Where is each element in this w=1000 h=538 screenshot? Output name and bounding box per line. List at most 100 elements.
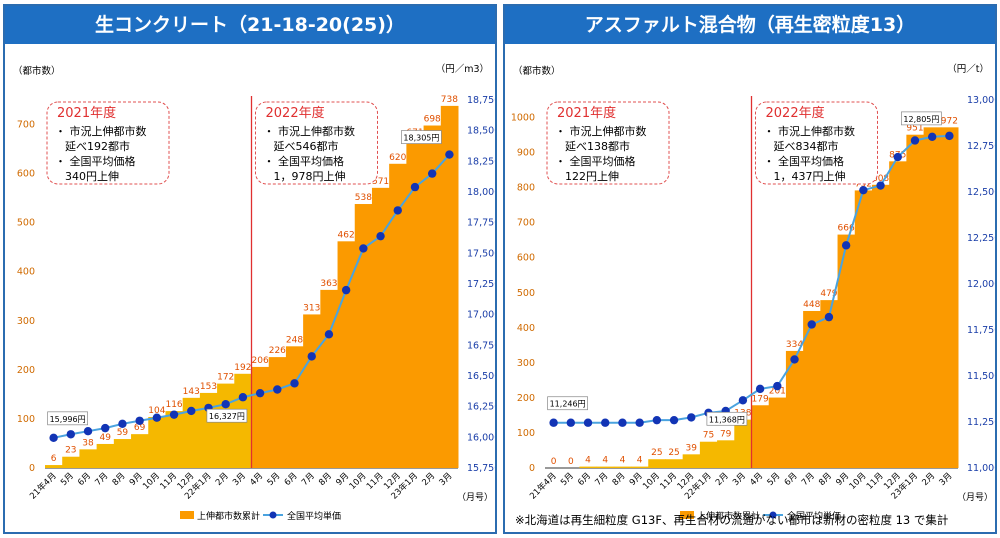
x-tick-label: 3月 (231, 471, 248, 488)
x-tick-label: 6月 (576, 471, 593, 488)
annotation-year: 2022年度 (766, 105, 825, 121)
bar-value-label: 143 (183, 387, 200, 397)
bar-value-label: 666 (838, 224, 855, 234)
price-marker (101, 423, 110, 433)
price-marker (341, 285, 351, 295)
x-tick-label: 8月 (817, 471, 834, 488)
x-tick-label: 4月 (748, 471, 765, 488)
bar-value-label: 738 (441, 95, 458, 105)
price-marker (83, 427, 93, 436)
price-callout-box (206, 408, 248, 423)
x-tick-label: 21年4月 (527, 470, 558, 501)
x-tick-label: 2月 (214, 471, 231, 488)
price-marker (427, 169, 437, 178)
bar-value-label: 334 (786, 340, 803, 350)
asphalt-chart-panel: アスファルト混合物（再生密粒度13） （都市数） （円／t） 0 100 200 300 4… (503, 4, 997, 534)
annotation-text: ・ 全国平均価格 (264, 154, 345, 168)
y-right-tick-label: 15,750 (467, 463, 495, 474)
bar (389, 163, 407, 468)
bar-value-label: 4 (637, 456, 643, 466)
bar-value-label: 479 (820, 289, 837, 299)
y-right-tick-label: 12,750 (967, 141, 995, 152)
x-axis-unit-label: （月号） (457, 492, 493, 503)
x-tick-label: 10月 (348, 471, 369, 492)
x-tick-label: 6月 (283, 471, 300, 488)
annotation-text: 1，978円上伸 (274, 170, 346, 183)
y-left-tick-label: 600 (517, 253, 535, 264)
annotation-text: 1，437円上伸 (774, 170, 846, 183)
bar-value-label: 363 (320, 279, 337, 289)
price-marker (910, 136, 920, 145)
x-tick-label: 5月 (559, 471, 576, 488)
footnote: ※北海道は再生細粒度 G13F、再生合材の流通がない都市は新材の密粒度 13 で… (515, 513, 949, 527)
bar-value-label: 0 (568, 457, 574, 467)
annotation-text: 延べ192都市 (65, 139, 130, 153)
price-callout-box (901, 111, 942, 126)
y-left-tick-label: 800 (517, 183, 535, 194)
x-tick-label: 8月 (317, 471, 334, 488)
annotation-text: ・ 市況上伸都市数 (264, 124, 356, 138)
y-right-tick-label: 18,000 (467, 187, 495, 198)
y-left-tick-label: 200 (517, 393, 535, 404)
bar (682, 454, 701, 468)
bar (871, 184, 890, 468)
bar (596, 466, 615, 468)
y-right-tick-label: 11,500 (967, 371, 995, 382)
bar-value-label: 172 (217, 373, 234, 383)
asphalt-chart: （都市数） （円／t）010020030040050060070080090010… (511, 63, 995, 522)
price-marker (859, 185, 868, 195)
bar-value-label: 698 (424, 115, 441, 125)
y-right-axis-title: （円／t） (947, 63, 989, 75)
legend-bar-label: 上伸都市数累計 (197, 510, 260, 522)
bar (217, 383, 235, 468)
bar-value-label: 59 (117, 428, 129, 438)
price-callout-label: 11,368円 (709, 415, 745, 424)
y-left-axis-title: （都市数） (513, 65, 561, 77)
bar-value-label: 571 (372, 177, 389, 187)
bar-value-label: 104 (148, 406, 165, 416)
bar-value-label: 462 (338, 230, 355, 240)
y-left-tick-label: 900 (517, 148, 535, 159)
x-axis-unit-label: （月号） (957, 492, 993, 503)
bar (631, 466, 649, 468)
bar-value-label: 25 (668, 448, 679, 458)
price-marker (376, 231, 385, 241)
annotation-text: ・ 市況上伸都市数 (55, 124, 147, 138)
annotation-box (755, 101, 878, 185)
price-marker (824, 312, 834, 322)
y-right-tick-label: 18,500 (467, 126, 495, 137)
y-left-tick-label: 400 (517, 323, 535, 334)
y-left-tick-label: 500 (517, 288, 535, 299)
bar (665, 459, 684, 468)
x-tick-label: 6月 (76, 471, 93, 488)
price-marker (755, 384, 765, 394)
y-left-tick-label: 100 (17, 414, 35, 425)
bar-value-label: 153 (200, 382, 217, 392)
price-marker (927, 132, 937, 141)
bar (837, 234, 856, 468)
bar (440, 105, 459, 468)
legend-bar-swatch (680, 511, 694, 519)
annotation-box (255, 101, 378, 185)
legend-bar-label: 上伸都市数累計 (697, 510, 760, 522)
bar-value-label: 206 (252, 356, 269, 366)
annotation-year: 2022年度 (266, 105, 325, 121)
bar (785, 350, 804, 468)
y-right-tick-label: 17,500 (467, 248, 495, 259)
price-callout-box (706, 411, 748, 426)
bar (96, 443, 115, 468)
price-callout-box (401, 130, 442, 144)
price-marker (393, 206, 402, 215)
chart-title: 生コンクリート（21-18-20(25)） (5, 6, 495, 44)
y-right-tick-label: 16,500 (467, 371, 495, 382)
x-tick-label: 5月 (266, 471, 283, 488)
price-marker (669, 415, 679, 425)
bar (45, 465, 63, 468)
price-marker (945, 131, 954, 141)
annotation-text: ・ 市況上伸都市数 (555, 124, 647, 138)
price-marker (255, 388, 265, 398)
y-left-tick-label: 400 (17, 267, 35, 278)
bar (854, 190, 873, 468)
bar-value-label: 179 (752, 394, 769, 404)
y-right-tick-label: 18,750 (467, 95, 495, 106)
